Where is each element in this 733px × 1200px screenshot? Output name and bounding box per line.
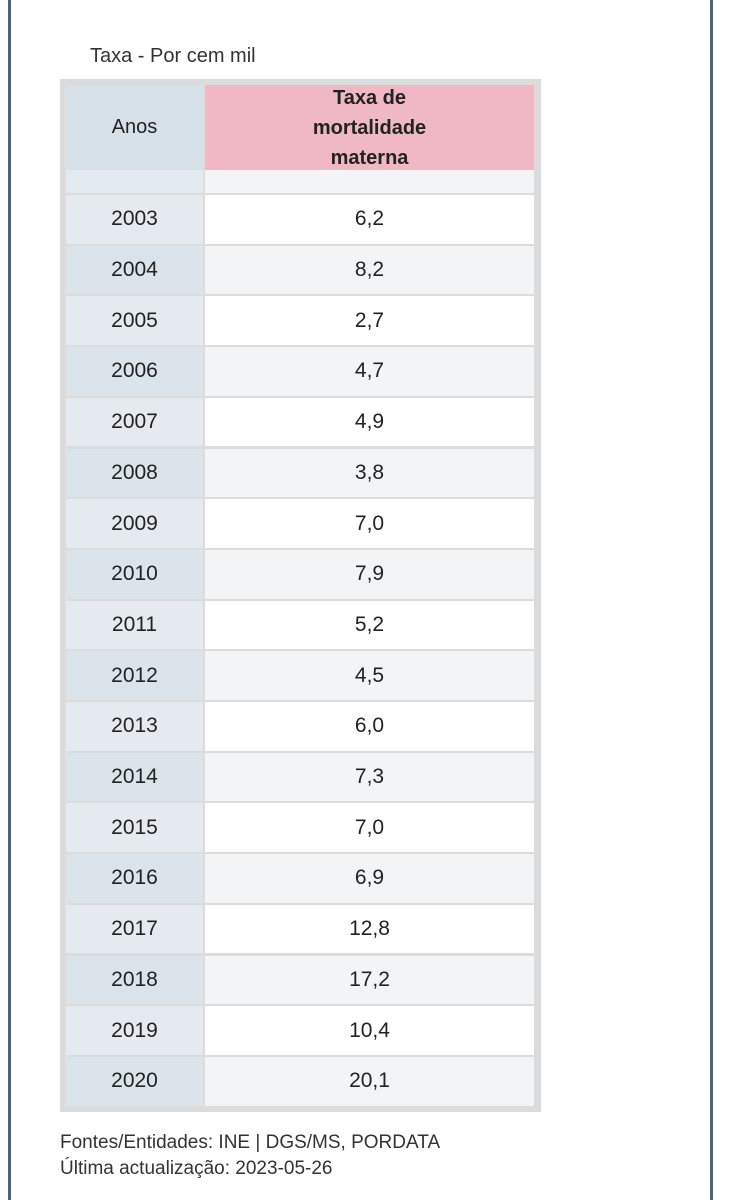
unit-label: Taxa - Por cem mil xyxy=(90,45,256,67)
year-cell: 2020 xyxy=(66,1056,203,1106)
rate-cell: 8,2 xyxy=(205,245,534,295)
year-cell: 2007 xyxy=(66,397,203,447)
rate-cell: 10,4 xyxy=(205,1006,534,1055)
year-cell: 2006 xyxy=(66,347,203,396)
year-cell: 2008 xyxy=(66,448,203,498)
frame-left xyxy=(8,0,11,1200)
rate-cell: 7,3 xyxy=(205,752,534,802)
year-cell: 2017 xyxy=(66,904,203,954)
rate-cell: 7,0 xyxy=(205,499,534,548)
last-update: Última actualização: 2023-05-26 xyxy=(60,1158,333,1179)
rate-cell: 6,2 xyxy=(205,195,534,244)
rate-cell: 6,9 xyxy=(205,854,534,903)
rate-cell: 4,7 xyxy=(205,347,534,396)
sources: Fontes/Entidades: INE | DGS/MS, PORDATA xyxy=(60,1132,441,1153)
year-cell: 2012 xyxy=(66,651,203,700)
rate-cell: 3,8 xyxy=(205,448,534,498)
rate-cell: 6,0 xyxy=(205,702,534,751)
year-cell: 2004 xyxy=(66,245,203,295)
frame-right xyxy=(710,0,713,1200)
rate-cell: 4,9 xyxy=(205,397,534,447)
rate-cell: 7,9 xyxy=(205,549,534,599)
year-cell: 2009 xyxy=(66,499,203,548)
rate-cell: 12,8 xyxy=(205,904,534,954)
year-cell: 2011 xyxy=(66,600,203,650)
year-cell: 2018 xyxy=(66,955,203,1005)
year-cell: 2015 xyxy=(66,803,203,853)
year-cell: 2005 xyxy=(66,296,203,346)
rate-cell: 4,5 xyxy=(205,651,534,700)
rate-cell: 5,2 xyxy=(205,600,534,650)
year-cell: 2014 xyxy=(66,752,203,802)
data-table: Anos Taxa de mortalidade materna 2003 6,2… xyxy=(60,79,541,1112)
year-cell: 2019 xyxy=(66,1006,203,1055)
rate-cell: 20,1 xyxy=(205,1056,534,1106)
rate-cell: 7,0 xyxy=(205,803,534,853)
rate-cell: 17,2 xyxy=(205,955,534,1005)
year-cell: 2013 xyxy=(66,702,203,751)
partial-row-year xyxy=(66,169,203,193)
rate-cell: 2,7 xyxy=(205,296,534,346)
year-cell: 2003 xyxy=(66,195,203,244)
header-rate: Taxa de mortalidade materna xyxy=(205,85,534,170)
year-cell: 2016 xyxy=(66,854,203,903)
year-cell: 2010 xyxy=(66,549,203,599)
header-year: Anos xyxy=(66,85,203,170)
partial-row-value xyxy=(205,169,534,193)
